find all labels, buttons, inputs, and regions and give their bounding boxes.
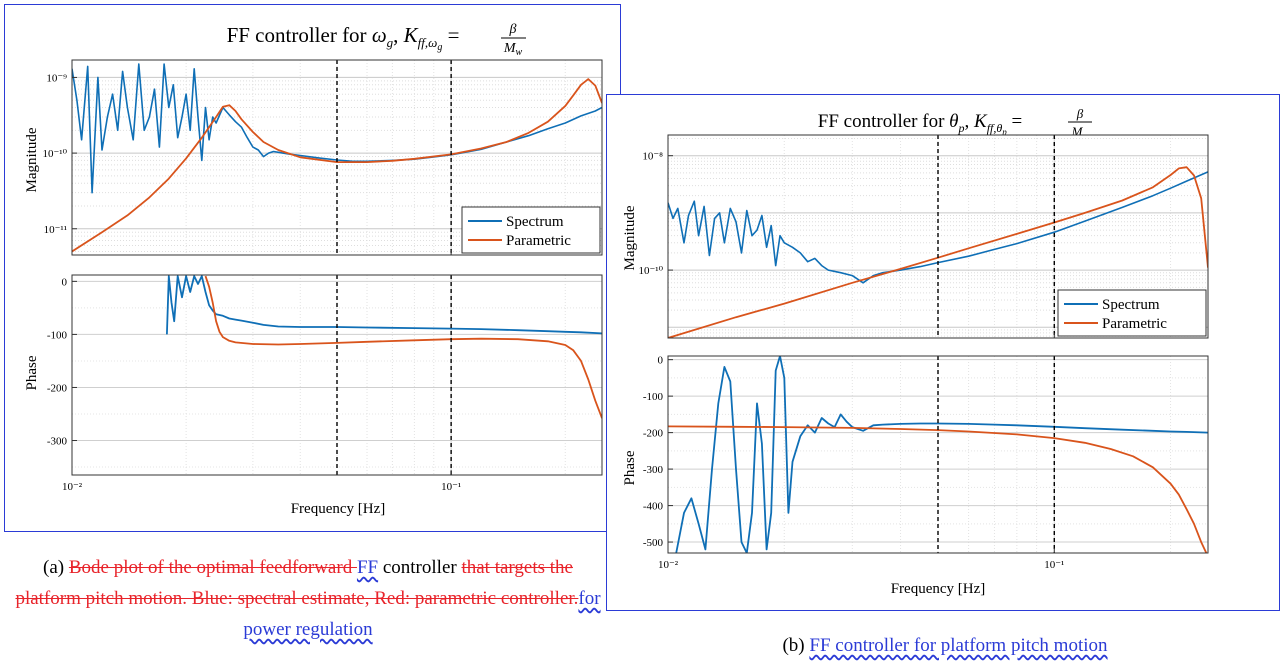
fig-b-phase-ytick-label: 0 bbox=[658, 355, 664, 367]
fig-b-title: FF controller for θp, Kff,θp = bbox=[818, 111, 1022, 137]
fig-b-phase-ylabel: Phase bbox=[622, 450, 638, 485]
fig-b-magnitude-legend: Spectrum Parametric bbox=[1057, 289, 1207, 337]
fig-b-magnitude-legend-label-spectrum: Spectrum bbox=[1102, 297, 1160, 313]
fig-a-xlabel: Frequency [Hz] bbox=[291, 501, 386, 517]
fig-a-phase-series-group bbox=[166, 275, 602, 419]
fig-a-magnitude-panel: 10⁻⁹ 10⁻¹⁰ 10⁻¹¹ Spectrum Parametric bbox=[42, 59, 603, 256]
fig-b-phase-ytick-label: -200 bbox=[643, 428, 664, 440]
fig-b-mag-ylabel: Magnitude bbox=[622, 205, 638, 270]
fig-a-phase-series-parametric bbox=[204, 275, 602, 419]
fig-a-phase-series-spectrum bbox=[166, 275, 602, 335]
fig-b-magnitude-series-group bbox=[668, 166, 1208, 338]
fig-b-phase-xtick-label: 10⁻¹ bbox=[1044, 559, 1064, 571]
svg-text:β: β bbox=[509, 22, 517, 37]
fig-b-phase-ytick-label: -300 bbox=[643, 464, 664, 476]
fig-a-magnitude-series-group bbox=[72, 63, 602, 253]
caption-a: (a) Bode plot of the optimal feedforward… bbox=[8, 552, 608, 645]
fig-b-magnitude-ytick-label: 10⁻¹⁰ bbox=[638, 265, 663, 277]
fig-b-magnitude-ytick-label: 10⁻⁸ bbox=[642, 151, 663, 163]
fig-b-magnitude-legend-label-parametric: Parametric bbox=[1102, 316, 1167, 332]
fig-b-phase-ytick-label: -500 bbox=[643, 537, 664, 549]
fig-b-phase-series-group bbox=[668, 356, 1208, 553]
fig-a-phase-xtick-label: 10⁻² bbox=[62, 481, 83, 493]
fig-b-magnitude-series-spectrum bbox=[668, 171, 1208, 284]
fig-a-magnitude-legend-box bbox=[461, 206, 601, 254]
fig-a-phase-xtick-label: 10⁻¹ bbox=[441, 481, 461, 493]
fig-b-phase-panel: 0 -100 -200 -300 -400 -500 10⁻² 10⁻¹ bbox=[643, 355, 1209, 571]
caption-b: (b) FF controller for platform pitch mot… bbox=[640, 630, 1250, 661]
fig-a-magnitude-ytick-label: 10⁻⁹ bbox=[46, 72, 67, 84]
fig-a-magnitude-ytick-label: 10⁻¹¹ bbox=[44, 224, 67, 236]
fig-b-phase-xtick-label: 10⁻² bbox=[658, 559, 679, 571]
fig-b-magnitude-panel: 10⁻⁸ 10⁻¹⁰ Spectrum Parametric bbox=[638, 134, 1209, 339]
caption-a-deleted-1: Bode plot of the optimal feedforward bbox=[68, 557, 357, 578]
caption-a-deleted-2: that targets the platform pitch motion. … bbox=[15, 557, 579, 609]
svg-text:β: β bbox=[1076, 106, 1084, 121]
fig-a-magnitude-ytick-label: 10⁻¹⁰ bbox=[42, 148, 67, 160]
fig-b-phase-ytick-label: -400 bbox=[643, 501, 664, 513]
caption-a-inserted-2: for power regulation bbox=[243, 588, 601, 640]
fig-a-phase-axes-frame bbox=[71, 274, 603, 476]
fig-b-phase-series-spectrum bbox=[675, 356, 1208, 553]
fig-a-phase-ylabel: Phase bbox=[24, 355, 40, 390]
fig-a-phase-ytick-label: -100 bbox=[47, 329, 68, 341]
caption-b-label: (b) bbox=[782, 635, 810, 656]
fig-b-xlabel: Frequency [Hz] bbox=[891, 581, 986, 597]
fig-a-title: FF controller for ωg, Kff,ωg = bbox=[227, 23, 460, 53]
fig-a-mag-ylabel: Magnitude bbox=[24, 127, 40, 192]
fig-a-phase-ytick-label: -200 bbox=[47, 382, 68, 394]
fig-b-phase-axes-frame bbox=[667, 355, 1209, 554]
fig-a-phase-ytick-label: 0 bbox=[62, 276, 68, 288]
fig-a-phase-panel: 0 -100 -200 -300 10⁻² 10⁻¹ bbox=[47, 274, 603, 493]
caption-a-label: (a) bbox=[43, 557, 69, 578]
caption-b-inserted-1: FF controller for platform pitch motion bbox=[809, 635, 1108, 656]
caption-a-inserted-1: FF bbox=[356, 557, 379, 578]
fig-a-magnitude-legend-label-spectrum: Spectrum bbox=[506, 214, 564, 230]
fig-a-magnitude-legend: Spectrum Parametric bbox=[461, 206, 601, 254]
fig-b-magnitude-legend-box bbox=[1057, 289, 1207, 337]
fig-b-magnitude-series-parametric bbox=[668, 166, 1208, 338]
fig-b-phase-series-parametric bbox=[668, 425, 1208, 553]
fig-b-magnitude-axes-frame bbox=[667, 134, 1209, 339]
fig-b-phase-ytick-label: -100 bbox=[643, 391, 664, 403]
fig-a-magnitude-axes-frame bbox=[71, 59, 603, 256]
fig-a-magnitude-series-parametric bbox=[72, 78, 602, 253]
caption-a-plain-1: controller bbox=[378, 557, 462, 578]
fig-a-phase-ytick-label: -300 bbox=[47, 436, 68, 448]
fig-a-magnitude-legend-label-parametric: Parametric bbox=[506, 233, 571, 249]
